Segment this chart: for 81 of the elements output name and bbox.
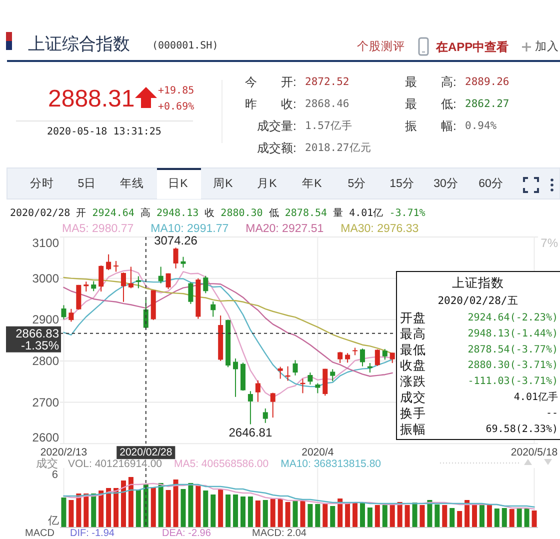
text: +0.69% (158, 102, 194, 112)
x-tick-label: 2020/5/18 (510, 446, 558, 459)
legend-label: MA10: 368313815.80 (280, 458, 381, 470)
text: MACD (25, 528, 54, 539)
annotation: 最高 (400, 326, 426, 341)
text: 0.94% (465, 120, 498, 132)
y-tick-label: 2600 (32, 430, 60, 445)
text: 上证指数 (452, 276, 504, 290)
text: 昨 收: (245, 97, 296, 111)
annotation: 2924.64(-2.23%) (468, 312, 558, 324)
text: 7% (540, 236, 558, 250)
text: 15分 (390, 177, 414, 190)
text: +19.85 (158, 86, 194, 96)
text: 5日 (78, 177, 96, 190)
text: 30分 (434, 177, 458, 190)
text: 2888.31 (48, 86, 135, 112)
legend-label: MA5: 2980.77 (62, 223, 134, 235)
text: 1.57亿手 (305, 119, 352, 132)
text: 2862.27 (465, 98, 510, 110)
annotation: 2878.54(-3.77%) (468, 344, 558, 356)
text: 2872.52 (305, 76, 350, 88)
text: 振 幅: (405, 119, 456, 133)
text: 个股测评 (357, 40, 405, 53)
text: 分时 (30, 177, 54, 190)
text: 2020/02/28 开 2924.64 高 2948.13 收 2880.30 低 2878.54 量 4.01亿 -3.71% (10, 208, 426, 218)
text: 上证综合指数 (28, 34, 130, 54)
text: 最 低: (405, 97, 456, 111)
text: 2020-05-18 13:31:25 (47, 126, 162, 138)
annotation: -111.03(-3.71%) (468, 376, 558, 388)
text: 亿 (47, 515, 59, 527)
text: MACD: 2.04 (252, 528, 307, 539)
y-tick-label: 2700 (32, 395, 60, 410)
annotation: 成交 (400, 390, 426, 404)
text: 60分 (478, 177, 504, 190)
text: 最 高: (405, 75, 456, 89)
text: 2889.26 (465, 76, 510, 88)
text: VOL: 401216914.00 (68, 458, 162, 470)
annotation: 收盘 (400, 358, 426, 373)
text: 2868.46 (305, 98, 350, 110)
legend-label: MA20: 2927.51 (246, 223, 324, 235)
text: -- (546, 408, 558, 419)
y-tick-label: 3100 (32, 236, 60, 250)
annotation: 4.01亿手 (514, 391, 558, 403)
legend-label: MA5: 406568586.00 (174, 458, 269, 470)
x-tick-label: 2020/4 (302, 446, 334, 459)
x-tick-label: 2020/02/28 (120, 446, 172, 459)
text: DIF: -1.94 (70, 528, 115, 539)
annotation: 振幅 (400, 422, 426, 436)
text: 今 开: (245, 75, 296, 89)
text: 年K (302, 177, 322, 190)
text: 2020/02/28/五 (438, 295, 518, 307)
text: 2018.27亿元 (305, 142, 372, 154)
annotation: 69.58(2.33%) (486, 424, 558, 435)
text: 5分 (348, 177, 366, 190)
text: 月K (257, 177, 278, 190)
text: 周K (213, 177, 234, 190)
legend-label: MA10: 2991.77 (150, 223, 229, 235)
annotation: 2880.30(-3.71%) (468, 360, 558, 372)
text: 年线 (120, 177, 144, 190)
text: 成交量: (257, 119, 296, 133)
annotation: 最低 (400, 342, 426, 357)
text: 6 (52, 469, 58, 481)
text: DEA: -2.96 (162, 528, 212, 539)
annotation: 开盘 (400, 311, 426, 325)
text: 加入 (535, 39, 559, 53)
annotation: 换手 (400, 406, 426, 420)
annotation: 2948.13(-1.44%) (468, 328, 558, 340)
y-tick-label: 2900 (32, 312, 60, 327)
text: 在APP中查看 (435, 40, 509, 54)
chart-title: 成交 (36, 457, 58, 470)
text: 成交额: (257, 141, 296, 155)
ref-line-label: 2866.83 -1.35% (16, 326, 60, 352)
annotation: 2646.81 (228, 425, 272, 440)
text: 日K (168, 177, 188, 190)
text: (000001.SH) (152, 40, 218, 52)
annotation: 涨跌 (400, 374, 426, 389)
y-tick-label: 2800 (32, 354, 60, 368)
x-tick-label: 2020/2/13 (40, 446, 88, 459)
y-tick-label: 3000 (32, 271, 60, 286)
legend-label: MA30: 2976.33 (340, 223, 419, 235)
annotation: 3074.26 (154, 234, 198, 248)
